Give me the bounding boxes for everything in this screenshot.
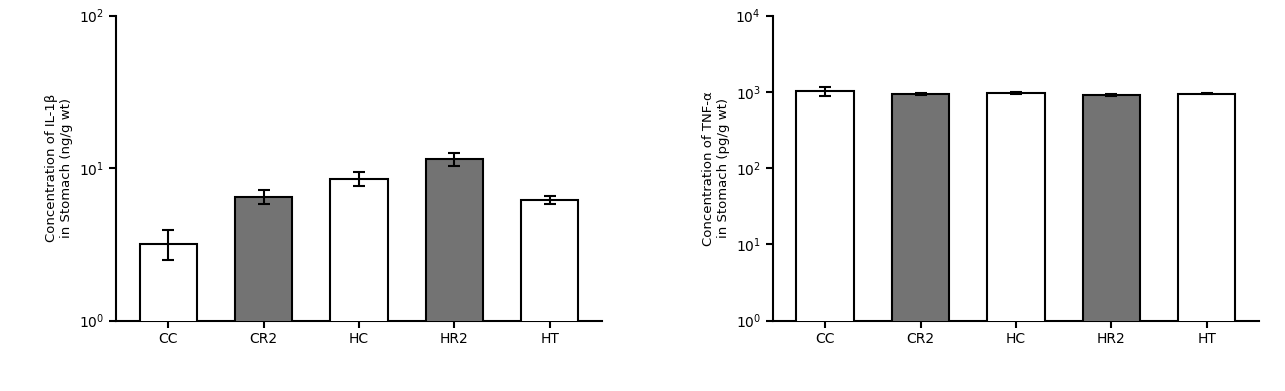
Bar [522,200,578,391]
Bar [425,159,483,391]
Y-axis label: Concentration of TNF-α
in Stomach (pg/g wt): Concentration of TNF-α in Stomach (pg/g … [702,91,730,246]
Bar [987,93,1045,391]
Bar [1083,95,1140,391]
Bar [235,197,292,391]
Bar [330,179,388,391]
Bar [797,91,853,391]
Bar [892,94,950,391]
Bar [1178,93,1235,391]
Bar [140,244,197,391]
Y-axis label: Concentration of IL-1β
in Stomach (ng/g wt): Concentration of IL-1β in Stomach (ng/g … [45,94,73,242]
